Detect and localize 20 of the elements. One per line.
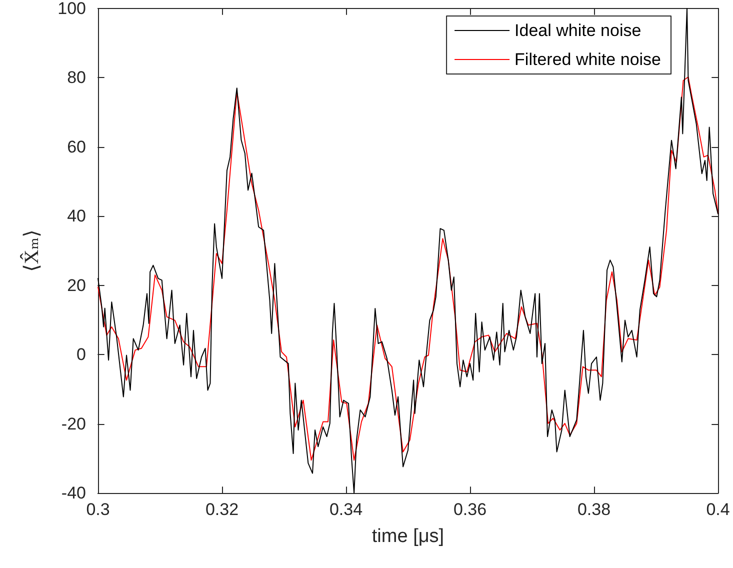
y-axis-title: ⟨X̂ₘ⟩: [20, 230, 43, 272]
y-tick-label: 20: [67, 276, 86, 295]
y-tick-label: -40: [61, 484, 86, 502]
line-series: [98, 8, 718, 494]
legend-label: Ideal white noise: [514, 21, 642, 40]
y-tick-label: 100: [58, 0, 86, 18]
x-tick-label: 0.34: [329, 500, 363, 519]
y-tick-label: 40: [67, 206, 86, 226]
x-tick-label: 0.3: [86, 500, 110, 519]
x-tick-label: 0.38: [577, 500, 611, 519]
x-tick-label: 0.32: [205, 500, 239, 519]
x-tick-label: 0.4: [706, 500, 730, 519]
y-tick-label: -20: [61, 414, 86, 434]
y-tick-label: 0: [76, 345, 86, 364]
legend-label: Filtered white noise: [514, 50, 662, 69]
x-axis-title: time [μs]: [372, 526, 444, 547]
y-tick-label: 80: [67, 68, 86, 88]
y-tick-label: 60: [67, 137, 86, 156]
x-tick-label: 0.36: [453, 500, 487, 519]
line-series: [98, 76, 718, 461]
